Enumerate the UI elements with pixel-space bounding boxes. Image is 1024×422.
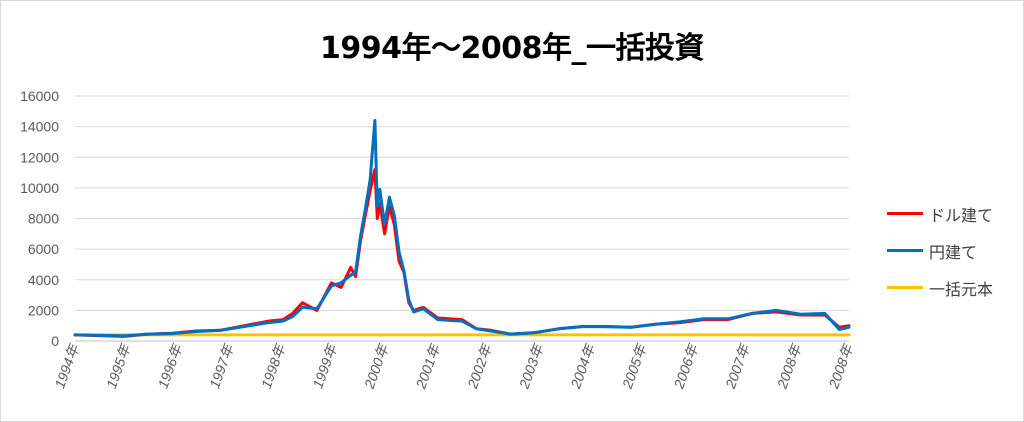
- legend-swatch-principal: [887, 286, 923, 289]
- y-tick-label: 0: [51, 333, 59, 349]
- x-tick-label: 1996年: [155, 341, 186, 391]
- y-tick-label: 12000: [20, 149, 59, 165]
- x-tick-label: 2002年: [464, 341, 496, 392]
- x-axis-ticks: 1994年 1995年 1996年 1997年 1998年 1999年 2000年 2001年…: [51, 341, 856, 392]
- legend-label-yen: 円建て: [929, 243, 978, 262]
- x-tick-label: 2008年: [825, 341, 857, 392]
- legend-label-principal: 一括元本: [929, 280, 994, 299]
- x-tick-label: 2003年: [515, 341, 547, 392]
- y-tick-label: 4000: [28, 272, 59, 288]
- x-tick-label: 1997年: [206, 341, 237, 391]
- y-axis-ticks: 0 2000 4000 6000 8000 10000 12000 14000 16000: [20, 88, 59, 349]
- legend-swatch-yen: [887, 249, 923, 252]
- y-tick-label: 2000: [28, 302, 59, 318]
- x-tick-label: 1998年: [258, 341, 289, 391]
- x-tick-label: 2006年: [670, 341, 702, 392]
- y-tick-label: 14000: [20, 119, 59, 135]
- legend-label-dollar: ドル建て: [929, 206, 994, 225]
- y-tick-label: 10000: [20, 180, 59, 196]
- x-tick-label: 1999年: [309, 341, 340, 391]
- y-tick-label: 6000: [28, 241, 59, 257]
- series-line-1: [73, 119, 851, 338]
- x-tick-label: 2001年: [412, 341, 444, 392]
- x-tick-label: 2008年: [773, 341, 805, 392]
- y-tick-label: 8000: [28, 211, 59, 227]
- series-line-0: [73, 168, 851, 338]
- x-tick-label: 2007年: [722, 341, 754, 392]
- x-tick-label: 2005年: [619, 341, 651, 392]
- grid-lines: [75, 95, 849, 342]
- chart-title: 1994年～2008年_一括投資: [320, 31, 705, 66]
- y-tick-label: 16000: [20, 88, 59, 104]
- x-tick-label: 1995年: [103, 341, 134, 391]
- legend-swatch-dollar: [887, 212, 923, 215]
- series-lines: [73, 119, 851, 338]
- x-tick-label: 2004年: [567, 341, 599, 392]
- x-tick-label: 2000年: [361, 341, 393, 392]
